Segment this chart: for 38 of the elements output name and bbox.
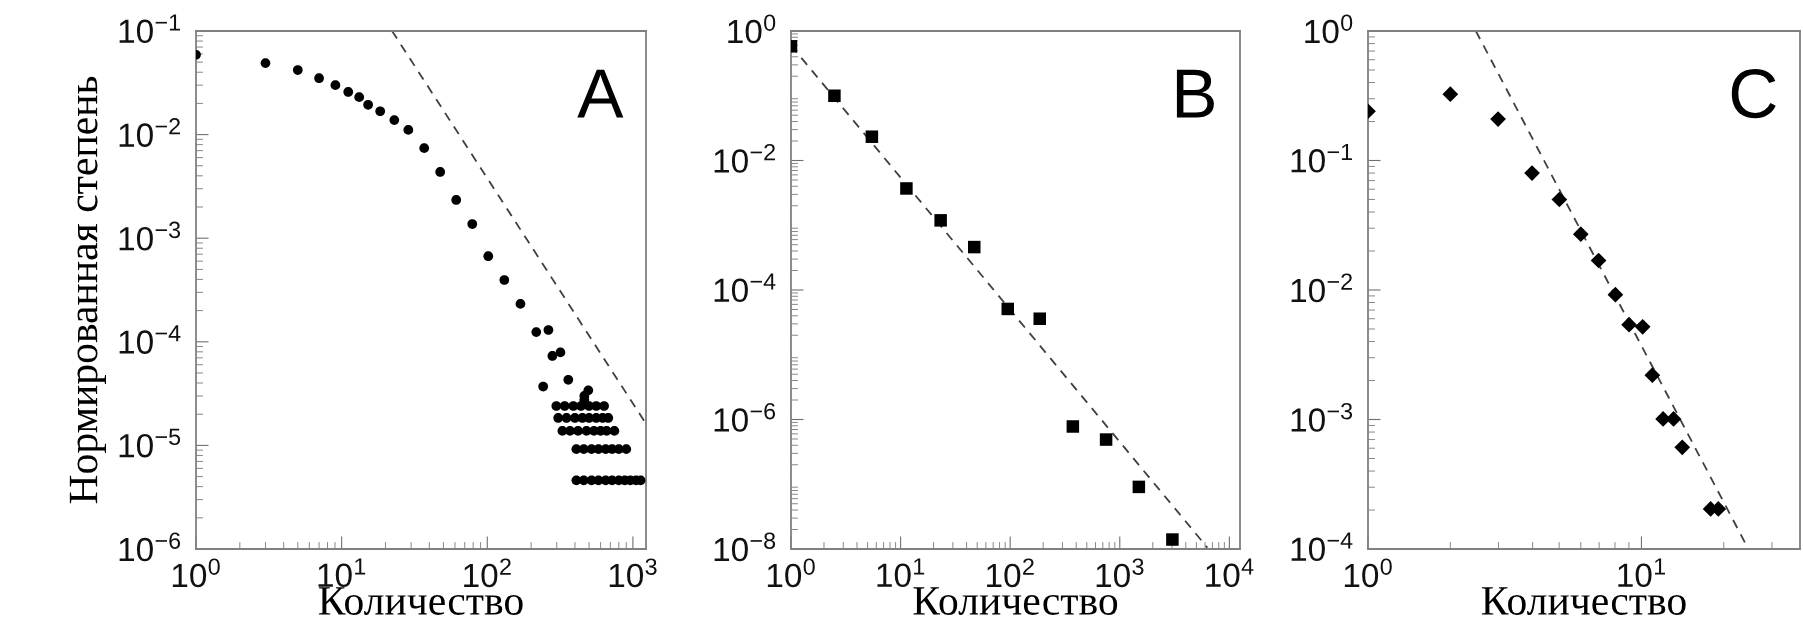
point	[1066, 420, 1080, 433]
y-tick-label: 10$^{−1}$	[119, 14, 180, 44]
y-tick-label: 10$^{−6}$	[714, 402, 776, 432]
x-tick-label: 10$^{1}$	[1618, 558, 1666, 588]
x-tick-label: 10$^{2}$	[464, 558, 511, 588]
point	[865, 130, 879, 143]
point	[1001, 302, 1014, 316]
y-tick-label: 10$^{−3}$	[119, 221, 181, 251]
annotation: A	[577, 69, 624, 118]
annotation: C	[1731, 69, 1776, 119]
point	[1099, 433, 1113, 446]
x-tick-label: 10$^{4}$	[1206, 558, 1254, 588]
x-tick-label: 10$^{3}$	[609, 558, 657, 588]
x-axis-title: Количество	[318, 587, 523, 615]
annotation: B	[1176, 69, 1214, 118]
y-tick-label: 10$^{−2}$	[714, 143, 775, 173]
y-tick-label: 10$^{0}$	[1305, 14, 1353, 44]
y-tick-label: 10$^{−1}$	[1291, 143, 1352, 173]
point	[934, 214, 947, 227]
y-tick-label: 10$^{0}$	[728, 14, 776, 44]
x-tick-label: 10$^{3}$	[1096, 558, 1144, 588]
point	[1132, 480, 1146, 494]
point	[1166, 533, 1179, 546]
x-tick-label: 10$^{1}$	[877, 558, 925, 588]
y-tick-label: 10$^{−3}$	[1291, 402, 1353, 432]
y-tick-label: 10$^{−2}$	[1291, 273, 1352, 303]
point	[900, 182, 913, 195]
y-tick-label: 10$^{−4}$	[119, 325, 181, 354]
x-tick-label: 10$^{1}$	[318, 558, 366, 588]
y-tick-label: 10$^{−5}$	[119, 428, 181, 458]
point	[968, 240, 981, 254]
y-axis-title: Нормированная степень	[69, 76, 106, 504]
x-axis-title: Количество	[913, 587, 1118, 615]
y-tick-label: 10$^{−4}$	[714, 273, 776, 303]
point	[1033, 312, 1046, 325]
y-tick-label: 10$^{−2}$	[119, 118, 180, 147]
x-tick-label: 10$^{2}$	[987, 558, 1034, 588]
x-axis-title: Количество	[1481, 587, 1686, 615]
